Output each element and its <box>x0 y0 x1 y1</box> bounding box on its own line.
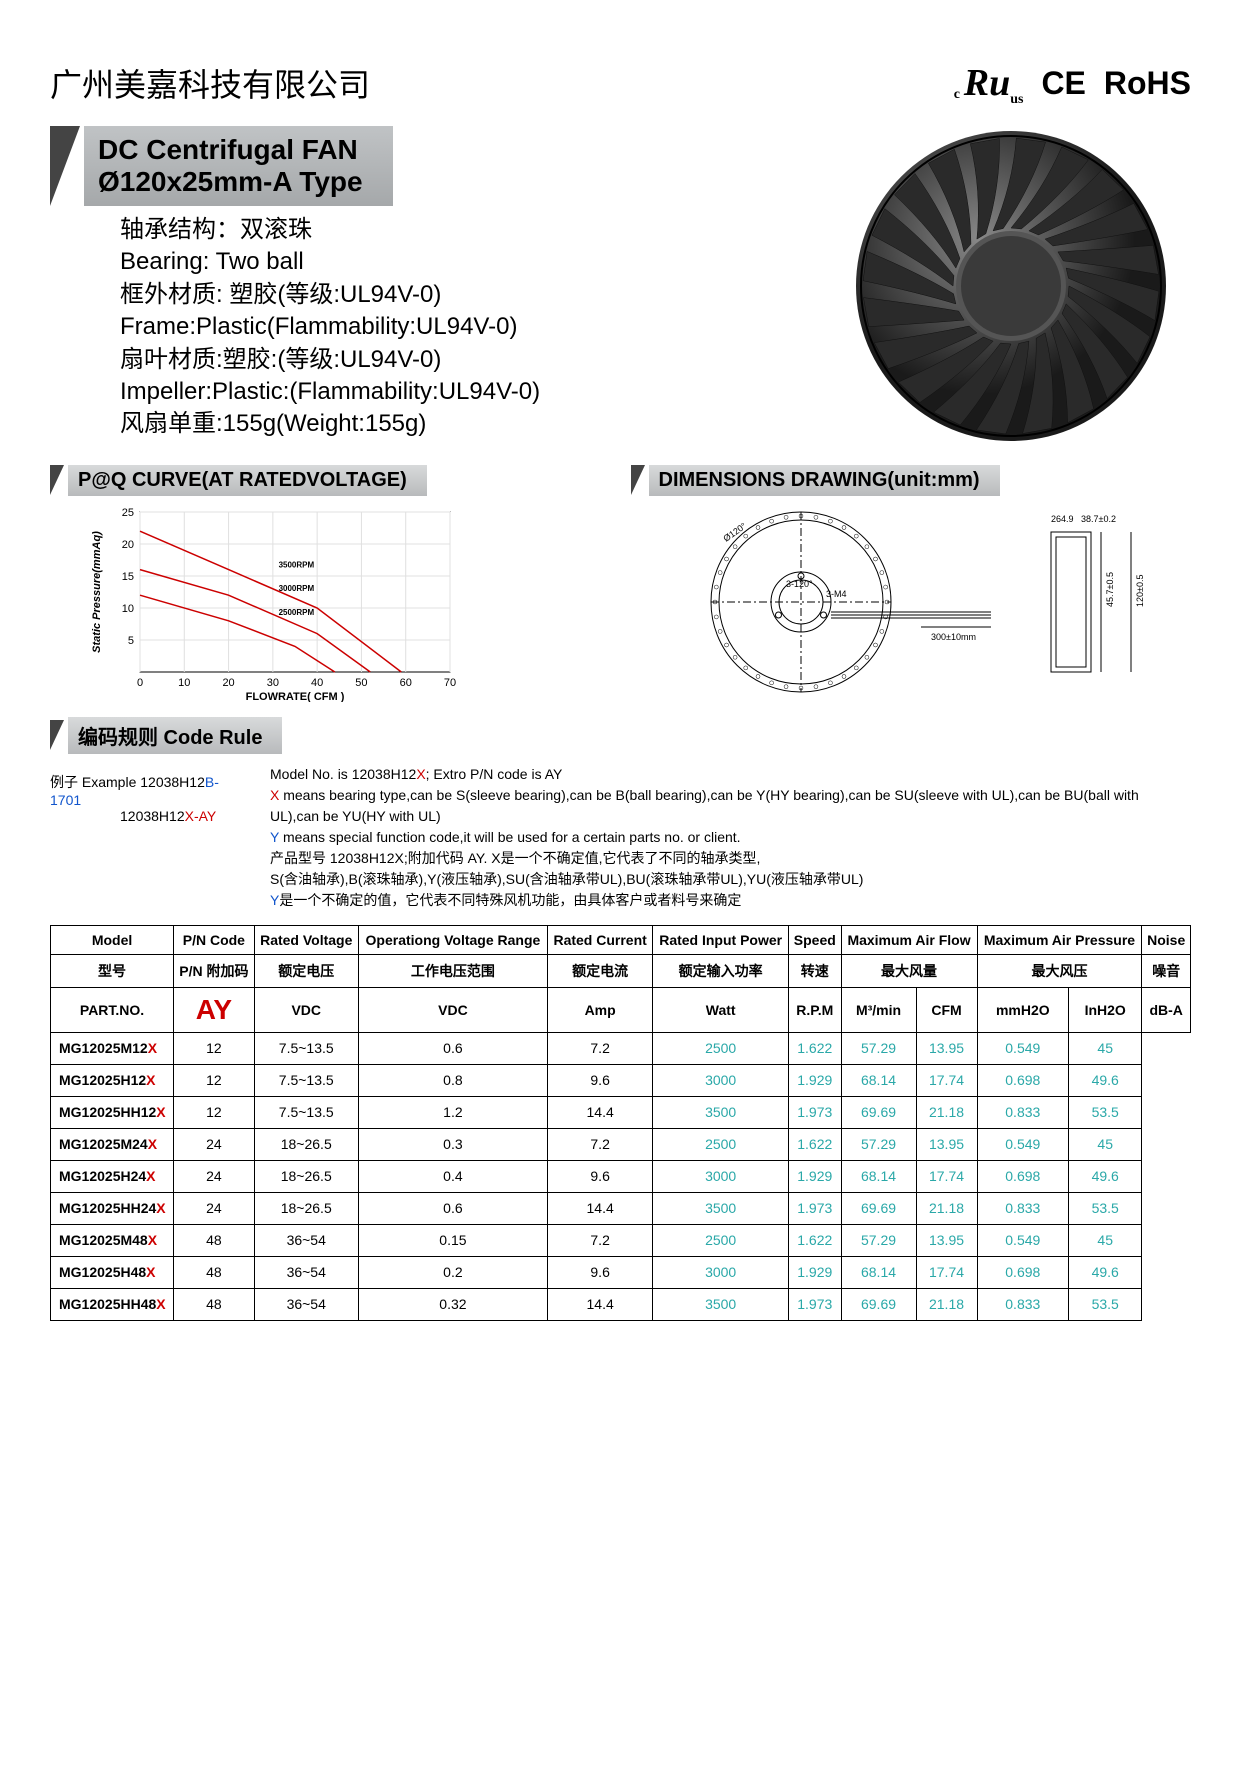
model-cell: MG12025HH24X <box>51 1192 174 1224</box>
table-row: MG12025H48X 48 36~54 0.2 9.6 3000 1.929 … <box>51 1256 1191 1288</box>
table-row: MG12025M12X 12 7.5~13.5 0.6 7.2 2500 1.6… <box>51 1032 1191 1064</box>
svg-text:3-M4: 3-M4 <box>826 589 847 599</box>
svg-text:15: 15 <box>122 571 134 583</box>
header-triangle-icon <box>50 720 64 750</box>
certifications: Ruus CE RoHS <box>964 61 1191 105</box>
table-row: MG12025H24X 24 18~26.5 0.4 9.6 3000 1.92… <box>51 1160 1191 1192</box>
header-triangle-icon <box>631 465 645 495</box>
svg-text:0: 0 <box>137 677 143 689</box>
table-row: MG12025M24X 24 18~26.5 0.3 7.2 2500 1.62… <box>51 1128 1191 1160</box>
svg-text:25: 25 <box>122 507 134 519</box>
svg-text:10: 10 <box>178 677 190 689</box>
example-column: 例子 Example 12038H12B-1701 12038H12X-AY <box>50 764 250 911</box>
spec-line: 轴承结构：双滚珠 <box>120 214 801 246</box>
th-model: Model <box>51 925 174 954</box>
model-cell: MG12025HH48X <box>51 1288 174 1320</box>
table-row: MG12025HH48X 48 36~54 0.32 14.4 3500 1.9… <box>51 1288 1191 1320</box>
svg-text:70: 70 <box>444 677 456 689</box>
svg-text:20: 20 <box>122 539 134 551</box>
th-rv: Rated Voltage <box>254 925 358 954</box>
table-header-row2: 型号 P/N 附加码 额定电压 工作电压范围 额定电流 额定输入功率 转速 最大… <box>51 954 1191 987</box>
dimensions-drawing: 3-120° 3-M4 300±10mm 45.7±0.5 120±0.5 264.9 38… <box>631 502 1171 702</box>
company-name: 广州美嘉科技有限公司 <box>50 60 370 106</box>
table-row: MG12025M48X 48 36~54 0.15 7.2 2500 1.622… <box>51 1224 1191 1256</box>
spec-line: Bearing: Two ball <box>120 246 801 278</box>
model-cell: MG12025H48X <box>51 1256 174 1288</box>
th-airpress: Maximum Air Pressure <box>977 925 1142 954</box>
th-rc: Rated Current <box>547 925 652 954</box>
th-noise: Noise <box>1142 925 1191 954</box>
spec-line: 框外材质: 塑胶(等级:UL94V-0) <box>120 279 801 311</box>
spec-table: Model P/N Code Rated Voltage Operationg … <box>50 925 1191 1321</box>
pq-chart: 0 10 20 30 40 50 60 70 5 10 15 20 25 3500RPM 3000RPM 25… <box>80 502 460 702</box>
svg-text:120±0.5: 120±0.5 <box>1135 574 1145 606</box>
rohs-cert: RoHS <box>1104 65 1191 102</box>
pq-header-text: P@Q CURVE(AT RATEDVOLTAGE) <box>68 465 427 496</box>
svg-text:3000RPM: 3000RPM <box>279 584 315 593</box>
spec-line: Frame:Plastic(Flammability:UL94V-0) <box>120 311 801 343</box>
th-ovr: Operationg Voltage Range <box>358 925 547 954</box>
svg-text:10: 10 <box>122 603 134 615</box>
svg-text:300±10mm: 300±10mm <box>931 632 976 642</box>
th-rip: Rated Input Power <box>653 925 789 954</box>
table-row: MG12025H12X 12 7.5~13.5 0.8 9.6 3000 1.9… <box>51 1064 1191 1096</box>
ru-cert-icon: Ruus <box>964 61 1024 105</box>
pq-section-header: P@Q CURVE(AT RATEDVOLTAGE) <box>50 465 611 496</box>
model-cell: MG12025M48X <box>51 1224 174 1256</box>
fan-product-image <box>831 126 1191 446</box>
svg-text:38.7±0.2: 38.7±0.2 <box>1081 514 1116 524</box>
svg-text:60: 60 <box>400 677 412 689</box>
spec-line: 扇叶材质:塑胶:(等级:UL94V-0) <box>120 344 801 376</box>
svg-text:45.7±0.5: 45.7±0.5 <box>1105 572 1115 607</box>
svg-text:264.9: 264.9 <box>1051 514 1074 524</box>
model-cell: MG12025M12X <box>51 1032 174 1064</box>
svg-text:40: 40 <box>311 677 323 689</box>
header-triangle-icon <box>50 465 64 495</box>
dim-section-header: DIMENSIONS DRAWING(unit:mm) <box>631 465 1192 496</box>
title-line1: DC Centrifugal FAN <box>98 134 363 166</box>
table-row: MG12025HH24X 24 18~26.5 0.6 14.4 3500 1.… <box>51 1192 1191 1224</box>
table-header-row1: Model P/N Code Rated Voltage Operationg … <box>51 925 1191 954</box>
svg-text:50: 50 <box>355 677 367 689</box>
spec-line: 风扇单重:155g(Weight:155g) <box>120 408 801 440</box>
model-cell: MG12025M24X <box>51 1128 174 1160</box>
pn-code-cell: AY <box>174 987 255 1032</box>
ce-cert: CE <box>1041 65 1085 102</box>
svg-text:20: 20 <box>222 677 234 689</box>
table-header-row3: PART.NO. AY VDC VDC Amp Watt R.P.M M³/mi… <box>51 987 1191 1032</box>
title-triangle-icon <box>50 126 80 206</box>
svg-text:30: 30 <box>267 677 279 689</box>
coderule-description: Model No. is 12038H12X; Extro P/N code i… <box>270 764 1191 911</box>
svg-text:3-120°: 3-120° <box>786 579 813 589</box>
svg-text:2500RPM: 2500RPM <box>279 608 315 617</box>
svg-text:5: 5 <box>128 635 134 647</box>
th-airflow: Maximum Air Flow <box>841 925 977 954</box>
code-header-text: 编码规则 Code Rule <box>68 717 282 754</box>
svg-text:Static Pressure(mmAq): Static Pressure(mmAq) <box>91 531 103 653</box>
code-section-header: 编码规则 Code Rule <box>50 717 1191 754</box>
header: 广州美嘉科技有限公司 Ruus CE RoHS <box>50 60 1191 106</box>
title-line2: Ø120x25mm-A Type <box>98 166 363 198</box>
model-cell: MG12025HH12X <box>51 1096 174 1128</box>
svg-text:3500RPM: 3500RPM <box>279 560 315 569</box>
title-block: DC Centrifugal FAN Ø120x25mm-A Type <box>50 126 801 206</box>
th-pn: P/N Code <box>174 925 255 954</box>
spec-line: Impeller:Plastic:(Flammability:UL94V-0) <box>120 376 801 408</box>
model-cell: MG12025H12X <box>51 1064 174 1096</box>
dim-header-text: DIMENSIONS DRAWING(unit:mm) <box>649 465 1000 496</box>
model-cell: MG12025H24X <box>51 1160 174 1192</box>
spec-list: 轴承结构：双滚珠 Bearing: Two ball 框外材质: 塑胶(等级:U… <box>50 214 801 441</box>
table-row: MG12025HH12X 12 7.5~13.5 1.2 14.4 3500 1… <box>51 1096 1191 1128</box>
svg-text:FLOWRATE( CFM ): FLOWRATE( CFM ) <box>246 691 345 702</box>
th-speed: Speed <box>789 925 842 954</box>
